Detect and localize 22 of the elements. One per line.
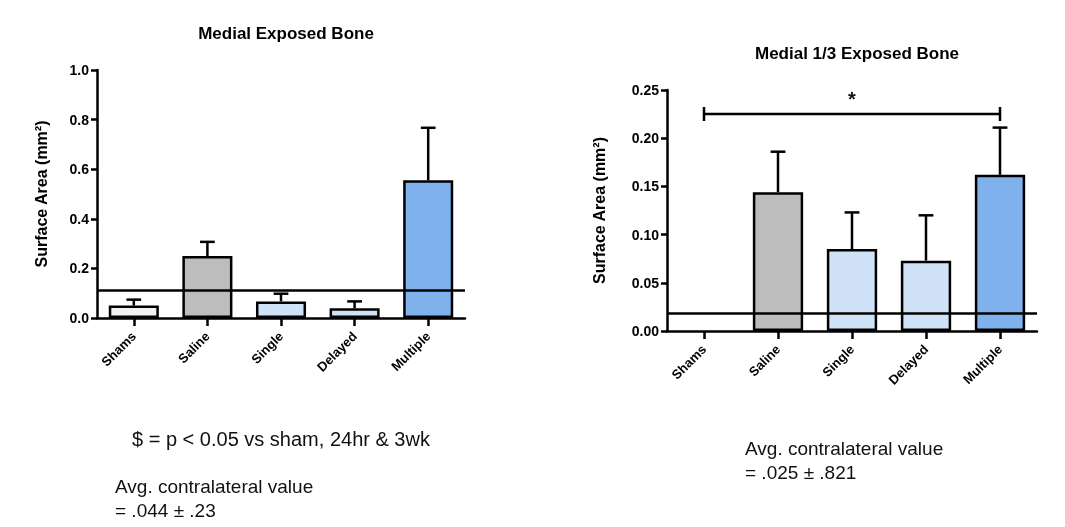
y-tick-label: 0.20 (631, 130, 660, 147)
text: = .044 ± .23 (115, 500, 216, 522)
y-axis-title: Surface Area (mm²) (590, 136, 608, 285)
y-tick-label: 0.00 (631, 323, 660, 339)
text: Avg. contralateral value (115, 476, 314, 498)
chart-title: Medial Exposed Bone (198, 24, 374, 43)
annotation: * (848, 88, 856, 111)
text: = .025 ± .821 (745, 462, 857, 484)
y-axis-title: Surface Area (mm²) (32, 120, 50, 268)
y-tick-label: 0.05 (631, 274, 660, 291)
y-tick-label: 0.6 (69, 161, 90, 178)
text: $ = p < 0.05 vs sham, 24hr & 3wk (132, 428, 430, 451)
chart-title: Medial 1/3 Exposed Bone (754, 44, 960, 63)
y-tick-label: 0.25 (631, 82, 660, 98)
y-tick-label: 0.15 (631, 178, 660, 195)
y-tick-label: 0.8 (69, 111, 90, 128)
y-tick-label: 0.0 (69, 310, 90, 326)
y-tick-label: 0.10 (631, 226, 660, 243)
text: Avg. contralateral value (745, 438, 944, 460)
y-tick-label: 1.0 (69, 62, 90, 78)
y-tick-label: 0.4 (69, 210, 90, 227)
y-tick-label: 0.2 (69, 260, 90, 277)
